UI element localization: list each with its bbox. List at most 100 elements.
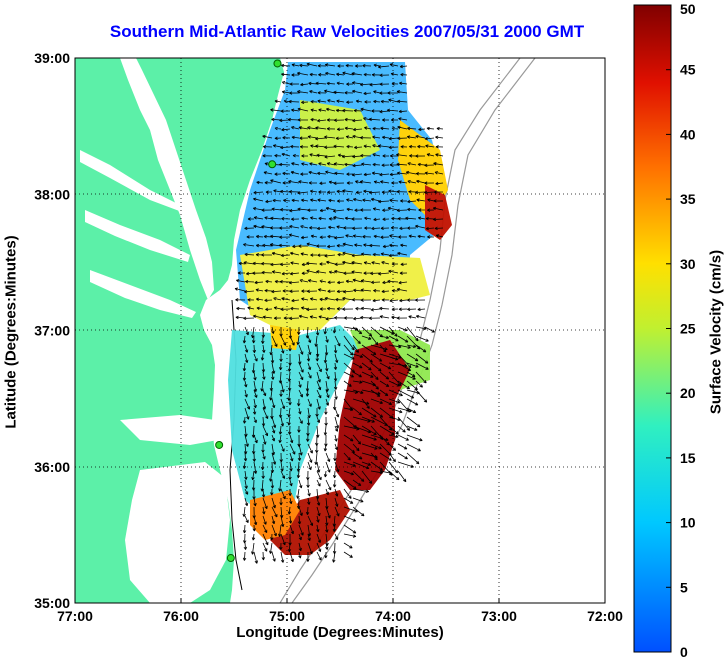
- velocity-arrow: [406, 416, 421, 428]
- velocity-arrow: [380, 235, 390, 239]
- velocity-arrow: [283, 198, 291, 203]
- velocity-arrow: [291, 162, 300, 166]
- velocity-arrow: [287, 371, 292, 382]
- velocity-arrow: [370, 271, 381, 276]
- velocity-arrow: [234, 287, 246, 292]
- velocity-arrow: [343, 226, 354, 230]
- velocity-arrow: [351, 253, 363, 258]
- velocity-arrow: [371, 109, 381, 113]
- velocity-arrow: [281, 297, 291, 301]
- velocity-arrow: [272, 144, 282, 148]
- velocity-arrow: [262, 524, 268, 534]
- velocity-arrow: [397, 353, 412, 369]
- velocity-arrow: [252, 314, 264, 319]
- velocity-arrow: [388, 470, 400, 481]
- radar-station-marker: [215, 440, 224, 449]
- velocity-arrow: [316, 416, 321, 423]
- velocity-arrow: [243, 243, 255, 247]
- velocity-arrow: [370, 335, 379, 346]
- velocity-arrow: [291, 63, 300, 67]
- velocity-arrow: [291, 298, 300, 303]
- velocity-arrow: [371, 226, 381, 231]
- velocity-arrow: [288, 470, 292, 480]
- velocity-arrow: [298, 533, 302, 541]
- velocity-arrow: [336, 99, 345, 103]
- velocity-arrow: [414, 298, 426, 302]
- velocity-arrow: [342, 108, 354, 113]
- velocity-arrow: [236, 306, 246, 311]
- velocity-arrow: [391, 262, 399, 266]
- velocity-arrow: [307, 542, 313, 555]
- velocity-arrow: [260, 461, 265, 470]
- velocity-arrow: [334, 316, 345, 320]
- velocity-arrow: [305, 389, 310, 397]
- velocity-arrow: [279, 235, 291, 239]
- velocity-arrow: [352, 407, 362, 416]
- velocity-arrow: [406, 353, 419, 362]
- velocity-arrow: [237, 271, 246, 275]
- velocity-arrow: [396, 189, 408, 194]
- velocity-arrow: [244, 252, 255, 257]
- velocity-arrow: [351, 72, 363, 76]
- velocity-arrow: [352, 470, 365, 482]
- velocity-arrow: [318, 108, 327, 112]
- velocity-arrow: [309, 162, 318, 166]
- velocity-arrow: [297, 90, 309, 94]
- velocity-arrow: [342, 251, 354, 256]
- velocity-arrow: [307, 126, 318, 130]
- velocity-arrow: [361, 344, 377, 355]
- velocity-arrow: [299, 63, 309, 68]
- radar-station-marker: [273, 59, 282, 68]
- velocity-arrow: [361, 353, 373, 363]
- colorbar-tick-label: 40: [680, 126, 696, 142]
- velocity-arrow: [415, 172, 426, 176]
- velocity-arrow: [346, 172, 354, 176]
- velocity-arrow: [332, 209, 345, 213]
- velocity-arrow: [343, 461, 356, 467]
- velocity-arrow: [332, 326, 337, 334]
- velocity-arrow: [273, 306, 282, 310]
- velocity-arrow: [319, 279, 327, 283]
- velocity-arrow: [380, 126, 390, 131]
- x-tick-label: 75:00: [269, 608, 305, 624]
- velocity-arrow: [328, 270, 336, 274]
- velocity-arrow: [355, 99, 363, 104]
- velocity-arrow: [310, 108, 318, 112]
- velocity-arrow: [326, 260, 336, 265]
- velocity-arrow: [351, 217, 363, 221]
- velocity-arrow: [325, 506, 331, 519]
- velocity-arrow: [264, 181, 273, 185]
- velocity-arrow: [417, 234, 426, 239]
- velocity-arrow: [379, 389, 389, 397]
- velocity-arrow: [262, 145, 273, 149]
- velocity-arrow: [308, 81, 318, 86]
- colorbar-tick-label: 45: [680, 62, 696, 78]
- velocity-arrow: [292, 154, 300, 158]
- velocity-arrow: [360, 288, 372, 292]
- velocity-arrow: [261, 208, 273, 212]
- velocity-arrow: [327, 190, 336, 194]
- velocity-arrow: [325, 206, 336, 211]
- velocity-arrow: [318, 73, 327, 77]
- velocity-arrow: [380, 99, 390, 104]
- velocity-arrow: [242, 335, 247, 344]
- velocity-arrow: [317, 253, 327, 257]
- velocity-arrow: [399, 64, 408, 69]
- velocity-arrow: [360, 306, 372, 311]
- velocity-arrow: [269, 389, 273, 401]
- velocity-arrow: [327, 244, 336, 249]
- velocity-arrow: [345, 279, 354, 284]
- velocity-arrow: [252, 452, 256, 462]
- velocity-arrow: [238, 261, 246, 266]
- velocity-arrow: [280, 253, 291, 258]
- velocity-arrow: [270, 216, 282, 220]
- velocity-arrow: [363, 172, 372, 177]
- velocity-arrow: [371, 261, 381, 265]
- velocity-arrow: [296, 470, 301, 479]
- velocity-arrow: [251, 362, 256, 374]
- velocity-arrow: [298, 443, 303, 456]
- x-tick-label: 77:00: [57, 608, 93, 624]
- velocity-arrow: [325, 479, 332, 491]
- velocity-arrow: [319, 181, 327, 185]
- velocity-arrow: [307, 135, 318, 139]
